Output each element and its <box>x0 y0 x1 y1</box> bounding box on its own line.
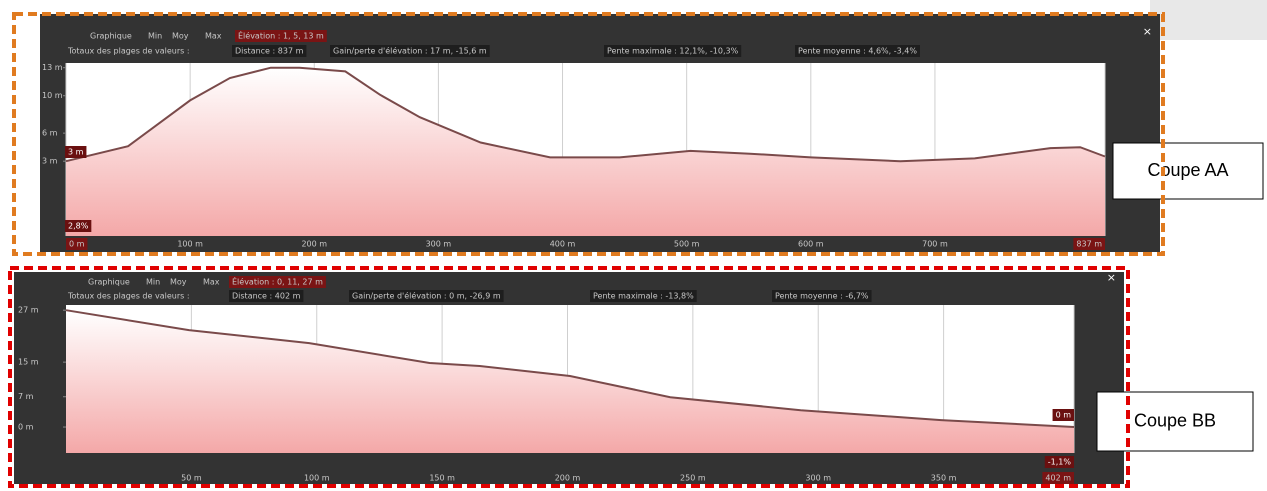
cursor-label-box <box>65 146 87 158</box>
totals-item-box <box>590 290 697 302</box>
x-tick-label: 700 m <box>922 240 948 249</box>
cursor-label: 2,8% <box>68 222 89 231</box>
totals-item: Gain/perte d'élévation : 0 m, -26,9 m <box>352 291 501 301</box>
x-tick-label: 250 m <box>680 474 706 483</box>
charts: Graphique Min Moy Max Élévation : 1, 5, 13 m… <box>14 14 1264 484</box>
x-tick-label: 837 m <box>1076 240 1102 249</box>
totals-item-box <box>349 290 504 302</box>
x-tick-label: 100 m <box>177 240 203 249</box>
x-tick-label: 402 m <box>1045 474 1071 483</box>
toolbar-item[interactable]: Moy <box>170 278 187 287</box>
x-tick-label: 150 m <box>429 474 455 483</box>
elevation-label-box <box>235 30 327 42</box>
toolbar-item[interactable]: Min <box>146 278 160 287</box>
caption-box <box>1096 391 1254 452</box>
totals-item-box <box>772 290 872 302</box>
totals-item: Pente maximale : -13,8% <box>593 292 694 301</box>
x-tick-label-box <box>1073 238 1105 250</box>
profile-line <box>65 309 1075 428</box>
x-tick-label: 500 m <box>674 240 700 249</box>
area-fill <box>66 67 1105 236</box>
totals-item: Pente moyenne : -6,7% <box>775 292 869 301</box>
x-tick-label: 350 m <box>931 474 957 483</box>
toolbar-item[interactable]: Max <box>203 278 220 287</box>
x-tick-label: 600 m <box>798 240 824 249</box>
cursor-label: 3 m <box>68 148 84 157</box>
totals-label: Totaux des plages de valeurs : <box>67 292 190 301</box>
totals-item-box <box>330 45 490 57</box>
x-tick-label: 50 m <box>181 474 202 483</box>
y-tick-label: 0 m <box>18 423 34 432</box>
close-button[interactable]: × <box>1107 271 1116 284</box>
totals-item: Distance : 837 m <box>235 47 304 56</box>
cursor-label-box <box>1052 409 1074 421</box>
y-tick-label: 3 m <box>42 157 58 166</box>
cursor-label-box <box>1044 456 1074 468</box>
elevation-label-box <box>229 276 326 288</box>
totals-item-box <box>229 290 304 302</box>
frame-bb <box>8 266 1130 488</box>
x-tick-label: 300 m <box>805 474 831 483</box>
totals-item: Pente maximale : 12,1%, -10,3% <box>607 47 739 56</box>
x-tick-label: 400 m <box>550 240 576 249</box>
totals-item: Gain/perte d'élévation : 17 m, -15,6 m <box>333 46 487 56</box>
cursor-label: 0 m <box>1056 411 1072 420</box>
caption: Coupe BB <box>1134 410 1216 430</box>
totals-item: Distance : 402 m <box>232 292 301 301</box>
x-tick-label: 200 m <box>301 240 327 249</box>
x-tick-label: 0 m <box>69 240 85 249</box>
toolbar-item[interactable]: Graphique <box>88 278 130 287</box>
x-tick-label-box <box>66 238 88 250</box>
elevation-label: Élévation : 0, 11, 27 m <box>232 276 323 287</box>
toolbar-item[interactable]: Max <box>205 32 222 41</box>
map-strip <box>1150 0 1267 40</box>
x-tick-label-box <box>1042 472 1074 484</box>
totals-item: Pente moyenne : 4,6%, -3,4% <box>798 47 917 56</box>
totals-label: Totaux des plages de valeurs : <box>67 47 190 56</box>
x-tick-label: 100 m <box>304 474 330 483</box>
cursor-label: -1,1% <box>1048 458 1072 467</box>
y-tick-label: 15 m <box>18 358 39 367</box>
totals-item-box <box>604 45 742 57</box>
y-tick-label: 7 m <box>18 392 34 401</box>
totals-item-box <box>232 45 307 57</box>
elevation-label: Élévation : 1, 5, 13 m <box>238 30 324 41</box>
profile-line <box>65 66 1106 163</box>
close-button[interactable]: × <box>1143 25 1152 38</box>
y-tick-label: 27 m <box>18 306 39 315</box>
toolbar-item[interactable]: Moy <box>172 32 189 41</box>
x-tick-label: 200 m <box>555 474 581 483</box>
x-tick-label: 300 m <box>426 240 452 249</box>
frame-aa <box>12 12 1165 256</box>
y-tick-label: 13 m <box>42 63 63 72</box>
area-fill <box>66 310 1074 453</box>
cursor-label-box <box>65 220 92 232</box>
caption: Coupe AA <box>1147 160 1228 180</box>
toolbar-item[interactable]: Graphique <box>90 32 132 41</box>
y-tick-label: 10 m <box>42 91 63 100</box>
y-tick-label: 6 m <box>42 129 58 138</box>
caption-box <box>1112 142 1264 200</box>
toolbar-item[interactable]: Min <box>148 32 162 41</box>
totals-item-box <box>795 45 920 57</box>
